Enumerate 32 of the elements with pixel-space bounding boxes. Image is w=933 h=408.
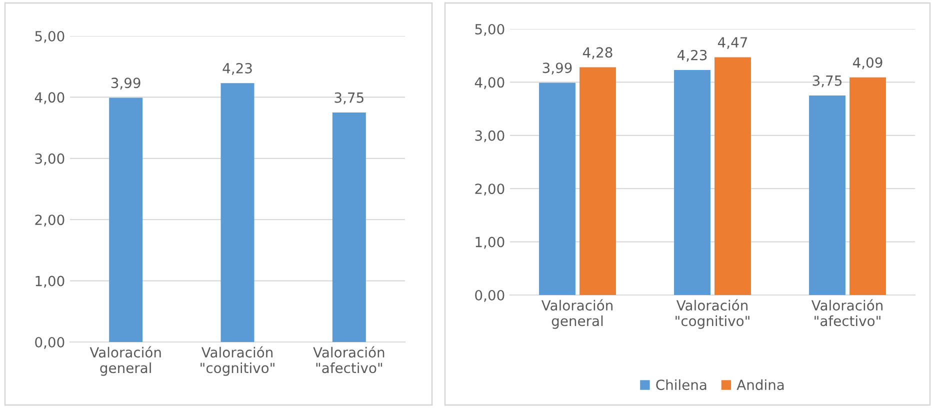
x-tick-label: Valoración general xyxy=(541,299,612,329)
bar xyxy=(220,83,254,342)
data-label: 4,23 xyxy=(222,62,252,75)
x-tick-label: Valoración "afectivo" xyxy=(313,346,384,374)
legend-label: Chilena xyxy=(656,379,706,390)
data-label: 3,75 xyxy=(334,92,364,104)
y-tick-label: 0,00 xyxy=(35,336,64,349)
data-label: 4,47 xyxy=(718,37,748,49)
data-label: 4,23 xyxy=(677,50,707,62)
x-tick-label: Valoración "afectivo" xyxy=(811,299,882,326)
y-tick-label: 5,00 xyxy=(475,24,504,36)
x-tick-label: Valoración general xyxy=(90,346,161,376)
data-label: 4,09 xyxy=(852,57,882,70)
y-tick-label: 2,00 xyxy=(35,214,64,226)
data-label: 4,28 xyxy=(582,47,612,60)
y-tick-label: 3,00 xyxy=(35,153,64,166)
y-tick-label: 1,00 xyxy=(476,236,504,249)
data-label: 3,75 xyxy=(812,75,842,88)
y-tick-label: 4,00 xyxy=(34,92,64,104)
y-tick-label: 3,00 xyxy=(475,130,504,142)
y-tick-label: 1,00 xyxy=(36,276,64,288)
y-tick-label: 0,00 xyxy=(475,290,504,302)
data-label: 3,99 xyxy=(111,78,140,90)
legend-label: Andina xyxy=(736,379,784,390)
y-tick-label: 4,00 xyxy=(474,77,504,90)
data-label: 3,99 xyxy=(542,62,572,75)
bar xyxy=(109,98,143,342)
bar xyxy=(332,112,366,342)
y-tick-label: 2,00 xyxy=(475,184,504,196)
y-tick-label: 5,00 xyxy=(35,30,64,43)
x-tick-label: Valoración "cognitivo" xyxy=(676,299,750,329)
x-tick-label: Valoración "cognitivo" xyxy=(200,346,274,376)
